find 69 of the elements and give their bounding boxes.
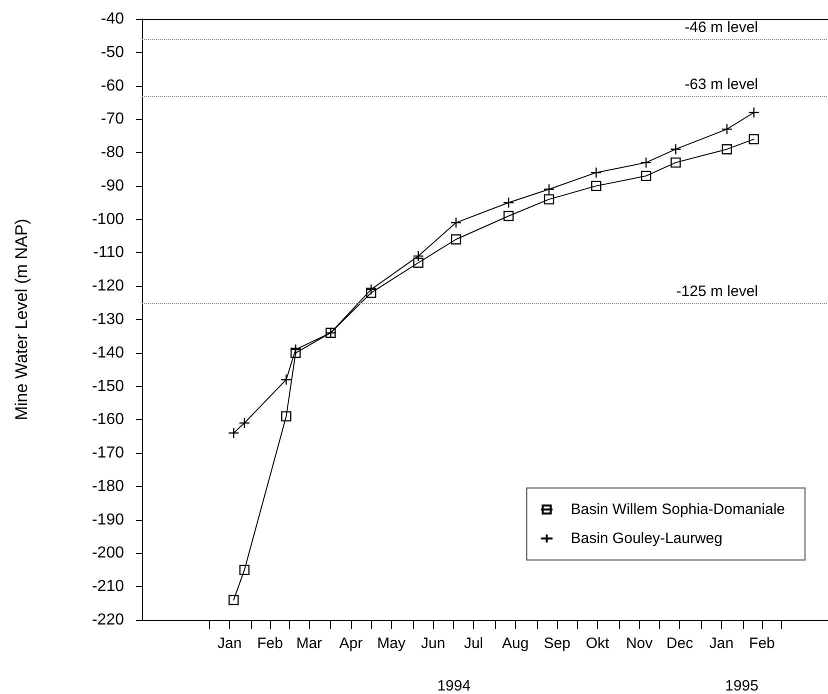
- point: [228, 594, 239, 606]
- y-tick-label: -140: [92, 344, 124, 362]
- y-tick-label: -50: [100, 44, 124, 61]
- point: [280, 374, 292, 386]
- point: [228, 427, 240, 439]
- x-tick-label: Apr: [339, 635, 363, 652]
- point: [366, 284, 377, 296]
- ref-line-label: -63 m level: [684, 76, 758, 93]
- y-tick-label: -200: [92, 544, 124, 562]
- point: [722, 144, 732, 154]
- y-tick-label: -80: [100, 144, 124, 162]
- point: [590, 166, 602, 178]
- y-tick-label: -150: [92, 378, 124, 395]
- point: [670, 144, 682, 155]
- point: [281, 411, 292, 422]
- point: [640, 156, 652, 168]
- x-tick-label: May: [377, 635, 406, 652]
- y-axis-title: Mine Water Level (m NAP): [12, 218, 31, 420]
- point: [748, 106, 760, 118]
- y-tick-label: -110: [93, 244, 124, 262]
- x-tick-label: Jan: [709, 635, 734, 652]
- ref-line-label: -46 m level: [684, 19, 758, 36]
- point: [544, 194, 554, 204]
- x-tick-label: Nov: [626, 635, 654, 652]
- point: [640, 170, 652, 182]
- x-tick-label: Mar: [296, 635, 322, 652]
- point: [290, 344, 302, 356]
- point: [239, 564, 250, 576]
- y-tick-label: -100: [92, 210, 124, 228]
- x-tick-label: Feb: [257, 635, 283, 652]
- point: [450, 217, 462, 228]
- point: [502, 197, 514, 208]
- y-tick-label: -60: [100, 77, 124, 94]
- y-tick-label: -180: [92, 478, 124, 495]
- text: 1995: [725, 678, 758, 694]
- point: [413, 258, 424, 268]
- point: [366, 288, 376, 298]
- x-tick-label: Jan: [218, 635, 242, 652]
- x-tick-label: Dec: [666, 635, 694, 652]
- x-tick-label: Jul: [464, 635, 484, 652]
- y-tick-label: -220: [92, 612, 124, 628]
- x-tick-label: Feb: [749, 635, 775, 652]
- y-tick-label: -170: [92, 444, 124, 462]
- point: [721, 124, 733, 135]
- ref-line-label: -125 m level: [676, 282, 758, 300]
- legend-label: Basin Willem Sophia-Domaniale: [570, 501, 786, 518]
- x-tick-label: Aug: [502, 635, 529, 652]
- point: [748, 134, 759, 144]
- point: [290, 348, 301, 358]
- y-tick-label: -160: [92, 411, 124, 428]
- point: [543, 184, 555, 195]
- point: [412, 250, 424, 262]
- text: 1994: [437, 678, 471, 694]
- y-tick-label: -90: [100, 177, 124, 194]
- y-tick-label: -120: [92, 278, 124, 295]
- point: [503, 210, 514, 222]
- x-tick-label: Okt: [586, 635, 610, 652]
- y-tick-label: -70: [100, 110, 124, 128]
- x-tick-label: Jun: [421, 635, 446, 652]
- point: [238, 417, 250, 429]
- y-tick-label: -210: [92, 578, 124, 596]
- point: [591, 180, 602, 192]
- x-tick-label: Sep: [544, 635, 570, 652]
- y-tick-label: -40: [100, 10, 124, 28]
- legend-label: Basin Gouley-Laurweg: [570, 530, 723, 547]
- point: [450, 234, 462, 244]
- point: [670, 157, 681, 168]
- y-tick-label: -190: [92, 511, 124, 528]
- y-tick-label: -130: [92, 311, 124, 328]
